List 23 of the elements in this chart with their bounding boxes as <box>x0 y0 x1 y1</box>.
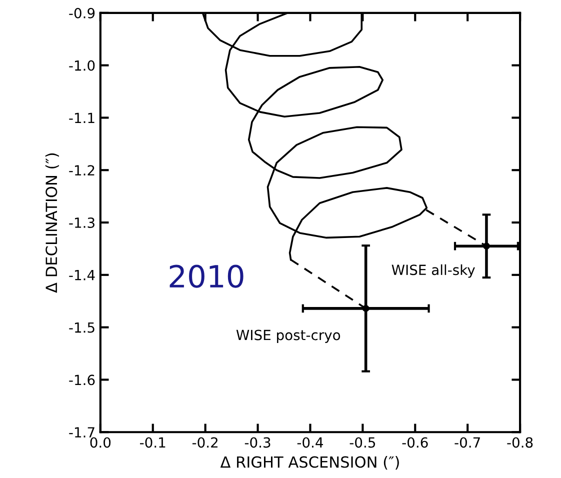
x-tick-label: 0.0 <box>90 437 111 448</box>
y-tick-label: -1.5 <box>69 322 94 333</box>
x-tick-label: -0.5 <box>350 437 376 448</box>
y-tick-label: -1.1 <box>69 112 94 123</box>
annotation: 2010 <box>170 264 244 288</box>
y-tick-label: -1.6 <box>69 374 95 386</box>
x-tick-label: -0.3 <box>244 437 270 448</box>
y-axis-title: Δ DECLINATION (″) <box>45 153 59 293</box>
x-tick-label: -0.6 <box>402 437 428 448</box>
x-tick-label: -0.8 <box>507 437 533 448</box>
y-tick-label: -1.4 <box>69 270 95 280</box>
y-tick-label: -1.3 <box>69 217 94 228</box>
annotation: WISE post-cryo <box>236 330 340 343</box>
x-tick-label: -0.1 <box>140 437 166 448</box>
y-tick-label: -0.9 <box>69 8 95 18</box>
x-tick-label: -0.4 <box>297 437 324 448</box>
y-tick-label: -1.2 <box>69 165 94 176</box>
x-tick-label: -0.7 <box>454 437 480 448</box>
x-axis-title: Δ RIGHT ASCENSION (″) <box>220 456 399 470</box>
annotation: WISE all-sky <box>392 264 475 278</box>
x-tick-label: -0.2 <box>192 437 218 448</box>
y-tick-label: -1.0 <box>69 60 95 71</box>
y-tick-label: -1.7 <box>69 427 94 438</box>
